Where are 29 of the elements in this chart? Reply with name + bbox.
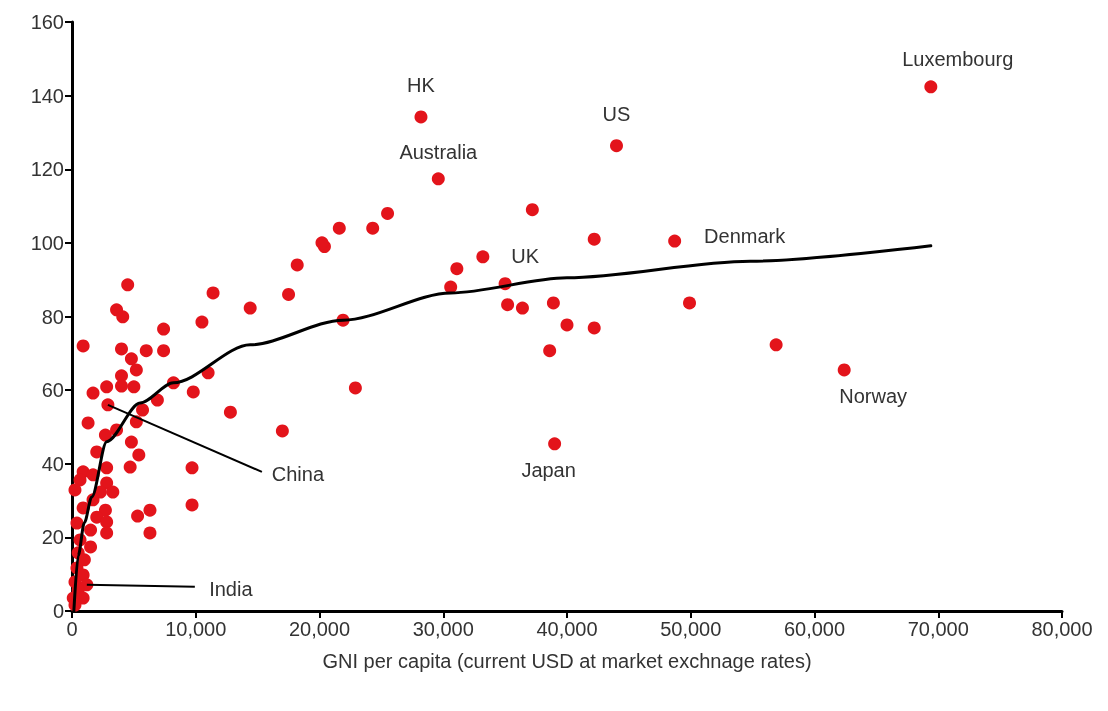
annotation: Denmark	[704, 225, 787, 248]
annotation: UK	[511, 244, 540, 267]
x-tick-label: 0	[66, 618, 78, 640]
y-tick-label: 40	[41, 452, 64, 475]
y-tick-label: 60	[41, 379, 64, 402]
annotation: Australia	[399, 140, 479, 163]
annotation: US	[602, 102, 631, 125]
x-tick-label: 60,000	[783, 618, 846, 640]
x-tick-label: 30,000	[412, 618, 474, 640]
y-tick-label: 20	[41, 526, 64, 549]
annotation: Norway	[839, 384, 908, 407]
x-tick-label: 40,000	[536, 618, 598, 640]
y-tick-label: 80	[41, 305, 64, 328]
y-tick-label: 140	[30, 84, 64, 107]
annotation: Japan	[521, 458, 576, 481]
y-tick-label: 0	[52, 600, 64, 622]
annotation: China	[271, 462, 325, 485]
x-tick-label: 80,000	[1031, 618, 1093, 640]
x-axis-title: GNI per capita (current USD at market exchnage rates)	[322, 650, 812, 672]
annotation: India	[209, 577, 254, 600]
y-tick-label: 120	[30, 158, 64, 181]
y-tick-label: 100	[30, 231, 64, 254]
annotation: HK	[407, 73, 436, 96]
annotation: Luxembourg	[902, 47, 1014, 70]
y-tick-label: 160	[30, 11, 64, 33]
x-tick-label: 20,000	[288, 618, 351, 640]
x-tick-label: 50,000	[660, 618, 722, 640]
x-tick-label: 70,000	[907, 618, 969, 640]
x-tick-label: 10,000	[165, 618, 227, 640]
